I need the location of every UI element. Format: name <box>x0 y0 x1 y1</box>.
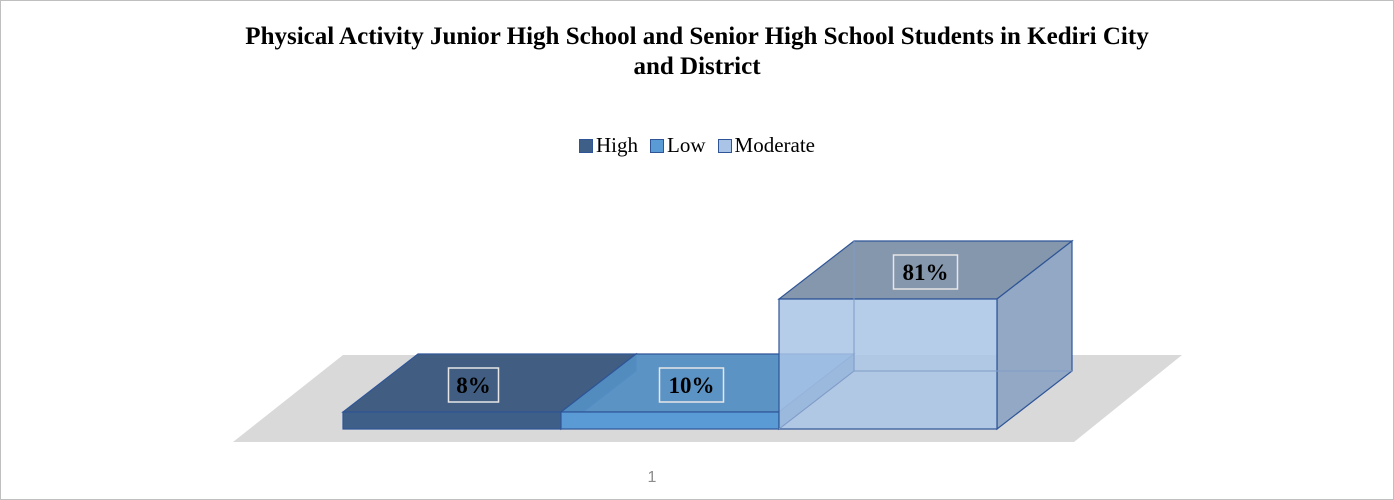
data-label-high-text: 8% <box>456 373 491 398</box>
legend-item-high: High <box>579 133 638 158</box>
legend-label-moderate: Moderate <box>734 132 815 157</box>
legend-swatch-high <box>579 138 594 153</box>
chart-title: Physical Activity Junior High School and… <box>0 22 1394 82</box>
legend-swatch-moderate <box>717 138 732 153</box>
data-label-moderate-box <box>892 254 959 290</box>
legend-item-moderate: Moderate <box>717 132 815 158</box>
data-label-low: 10% <box>658 367 725 403</box>
chart-title-line-2: and District <box>633 53 761 80</box>
data-label-low-text: 10% <box>669 373 715 398</box>
data-label-low-box <box>658 367 725 403</box>
legend-label-high: High <box>596 132 639 157</box>
legend-item-low: Low <box>650 133 706 158</box>
bar-moderate-floor-edge <box>778 370 855 430</box>
bar-group <box>341 239 1074 431</box>
legend-swatch-low <box>650 138 665 153</box>
data-label-group: 8% 10% 81% <box>447 254 959 403</box>
data-label-high-box <box>447 367 500 403</box>
chart-title-line-1: Physical Activity Junior High School and… <box>245 23 1149 50</box>
data-label-high: 8% <box>447 367 500 403</box>
bar-low-front <box>560 411 780 430</box>
bar-moderate <box>777 239 1074 431</box>
category-tick-label: 1 <box>648 469 657 486</box>
chart-legend: High Low Moderate <box>0 131 1394 158</box>
legend-label-low: Low <box>667 132 706 157</box>
data-label-moderate-text: 81% <box>903 260 949 285</box>
bar-high-front <box>342 411 562 430</box>
bar-moderate-front <box>778 298 998 430</box>
data-label-moderate: 81% <box>892 254 959 290</box>
